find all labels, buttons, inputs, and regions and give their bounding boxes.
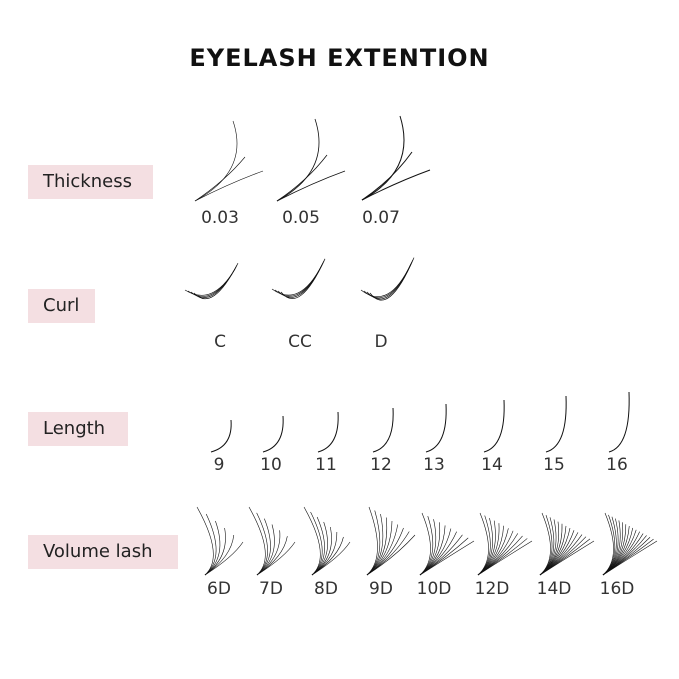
volume-lash-strand <box>602 538 654 576</box>
curl-option: D <box>374 332 388 352</box>
length-lash <box>545 395 567 453</box>
volume-lash-strand <box>204 541 244 576</box>
volume-lash-strand <box>477 525 504 576</box>
thickness-lash-strand <box>361 115 405 201</box>
volume-lash-strand <box>366 534 416 576</box>
curl-lash-strand <box>193 262 239 299</box>
volume-lash-strand <box>256 530 281 576</box>
length-lash <box>317 411 339 453</box>
volume-option: 14D <box>536 579 572 599</box>
volume-lash-strand <box>602 540 658 576</box>
volume-option: 8D <box>314 579 338 599</box>
length-tag: Length <box>28 412 128 446</box>
length-option: 11 <box>315 455 337 475</box>
curl-lash-strand <box>363 261 413 299</box>
volume-lash-strand <box>204 527 226 576</box>
length-lash <box>608 391 630 453</box>
length-lash <box>483 399 505 453</box>
curl-lash-strand <box>274 262 324 297</box>
thickness-option: 0.03 <box>201 208 239 228</box>
thickness-lash-strand <box>194 120 238 202</box>
length-option: 14 <box>481 455 503 475</box>
thickness-lash-strand <box>194 156 246 202</box>
volume-lash-strand <box>196 506 214 576</box>
page-title: EYELASH EXTENTION <box>189 44 490 72</box>
length-lash <box>425 403 447 453</box>
length-option: 12 <box>370 455 392 475</box>
volume-lash-strand <box>256 512 268 576</box>
curl-tag: Curl <box>28 289 95 323</box>
length-option: 16 <box>606 455 628 475</box>
curl-lash-strand <box>366 259 414 300</box>
curl-option: C <box>214 332 226 352</box>
length-option: 9 <box>213 455 225 475</box>
thickness-lash-strand <box>276 154 328 202</box>
thickness-lash-strand <box>361 151 413 201</box>
curl-lash-strand <box>277 260 325 298</box>
volume-lash-strand <box>366 524 399 576</box>
volume-option: 9D <box>369 579 393 599</box>
volume-lash-strand <box>248 506 266 576</box>
thickness-option: 0.05 <box>282 208 320 228</box>
thickness-lash-strand <box>276 170 346 202</box>
length-lash <box>262 415 284 453</box>
thickness-lash-strand <box>194 170 264 202</box>
volume-lash-strand <box>256 518 271 576</box>
length-lash <box>210 419 232 453</box>
volume-lash-strand <box>311 541 351 576</box>
length-option: 10 <box>260 455 282 475</box>
volume-option: 6D <box>207 579 231 599</box>
thickness-lash-strand <box>361 169 431 201</box>
volume-lash-strand <box>477 540 533 576</box>
thickness-tag: Thickness <box>28 165 153 199</box>
thickness-option: 0.07 <box>362 208 400 228</box>
length-option: 15 <box>543 455 565 475</box>
volume-option: 12D <box>474 579 510 599</box>
volume-lash-strand <box>419 540 475 576</box>
volume-lash-strand <box>256 541 296 576</box>
volume-option: 16D <box>599 579 635 599</box>
curl-lash-strand <box>271 264 323 296</box>
volume-option: 7D <box>259 579 283 599</box>
volume-option: 10D <box>416 579 452 599</box>
volume-lash-strand <box>204 513 217 576</box>
curl-lash-strand <box>369 257 415 301</box>
volume-lash-strand <box>204 520 221 576</box>
volume-lash-strand <box>256 524 275 576</box>
volume-lash-strand <box>303 506 321 576</box>
curl-lash-strand <box>280 258 326 299</box>
curl-lash-strand <box>187 266 237 297</box>
curl-option: CC <box>288 332 312 352</box>
volume-lash-tag: Volume lash <box>28 535 178 569</box>
curl-lash-strand <box>360 263 412 298</box>
volume-lash-strand <box>419 528 452 576</box>
volume-lash-strand <box>204 534 235 576</box>
length-option: 13 <box>423 455 445 475</box>
curl-lash-strand <box>184 268 236 296</box>
thickness-lash-strand <box>276 118 320 202</box>
length-lash <box>372 407 394 453</box>
volume-lash-strand <box>539 540 595 576</box>
